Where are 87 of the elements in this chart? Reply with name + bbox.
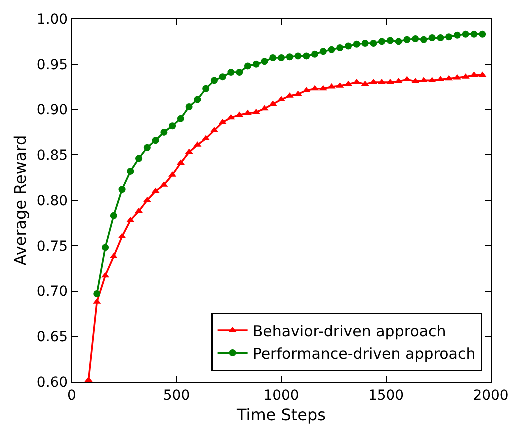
point xyxy=(185,148,194,154)
point xyxy=(236,69,244,76)
y-tick-label: 0.80 xyxy=(36,193,68,210)
legend-label: Behavior-driven approach xyxy=(252,322,446,340)
point xyxy=(479,30,486,38)
point xyxy=(445,75,454,81)
x-axis-title: Time Steps xyxy=(236,406,326,425)
y-tick-label: 0.85 xyxy=(36,148,68,164)
y-tick-label: 0.75 xyxy=(36,238,68,255)
y-tick-label: 0.90 xyxy=(36,102,68,119)
point xyxy=(362,40,369,47)
point xyxy=(169,122,176,130)
point xyxy=(126,216,135,222)
point xyxy=(470,30,478,38)
point xyxy=(403,76,412,82)
point xyxy=(462,30,470,38)
point xyxy=(110,212,118,220)
point xyxy=(202,85,210,92)
y-tick-label: 0.95 xyxy=(36,57,68,74)
point xyxy=(319,85,328,91)
point xyxy=(428,34,436,42)
point xyxy=(294,90,302,96)
point xyxy=(210,77,218,84)
point xyxy=(361,80,370,86)
point xyxy=(312,50,319,58)
point xyxy=(353,40,360,48)
point xyxy=(252,108,260,114)
point xyxy=(102,244,110,252)
y-tick-label: 0.65 xyxy=(36,330,68,346)
point xyxy=(454,32,461,39)
point xyxy=(261,58,268,66)
y-tick-label: 0.60 xyxy=(36,374,68,391)
y-tick-label: 0.70 xyxy=(36,284,68,300)
x-tick-label: 2000 xyxy=(473,388,509,404)
point xyxy=(269,100,278,106)
point xyxy=(345,42,352,50)
point xyxy=(186,104,193,111)
point xyxy=(412,35,420,42)
point xyxy=(336,44,344,52)
point xyxy=(194,96,202,104)
x-tick-label: 1000 xyxy=(264,388,300,404)
point xyxy=(278,54,285,62)
point xyxy=(404,36,411,44)
point xyxy=(202,135,210,141)
point xyxy=(227,114,236,120)
point xyxy=(286,54,294,61)
point xyxy=(386,37,394,44)
point xyxy=(244,62,252,70)
point xyxy=(470,72,478,78)
legend-label: Performance-driven approach xyxy=(252,344,476,363)
point xyxy=(436,76,445,82)
point xyxy=(437,34,444,42)
point xyxy=(303,52,310,60)
point xyxy=(328,46,336,54)
point xyxy=(135,208,144,214)
x-tick-label: 1500 xyxy=(368,388,404,404)
point xyxy=(177,115,184,122)
point xyxy=(270,54,277,62)
point xyxy=(260,105,269,111)
point xyxy=(370,40,378,47)
point xyxy=(176,160,185,166)
point xyxy=(344,80,353,86)
y-axis-title: Average Reward xyxy=(10,135,30,266)
point xyxy=(94,290,101,298)
y-tick-label: 1.00 xyxy=(36,12,68,28)
point xyxy=(478,72,487,78)
point xyxy=(144,144,151,152)
point xyxy=(294,52,302,60)
point xyxy=(152,188,160,194)
point xyxy=(160,128,168,136)
point xyxy=(118,186,126,194)
point xyxy=(320,48,327,56)
point xyxy=(152,137,160,144)
point xyxy=(118,233,126,239)
x-tick-label: 0 xyxy=(68,388,76,404)
point xyxy=(110,253,118,259)
x-tick-label: 500 xyxy=(163,388,190,404)
point xyxy=(378,38,386,46)
point xyxy=(228,69,235,76)
point xyxy=(219,74,226,81)
point xyxy=(136,155,143,162)
point xyxy=(395,38,402,46)
point xyxy=(218,118,227,124)
point xyxy=(446,34,453,41)
point xyxy=(252,60,260,68)
point xyxy=(420,36,428,44)
point xyxy=(127,168,134,175)
